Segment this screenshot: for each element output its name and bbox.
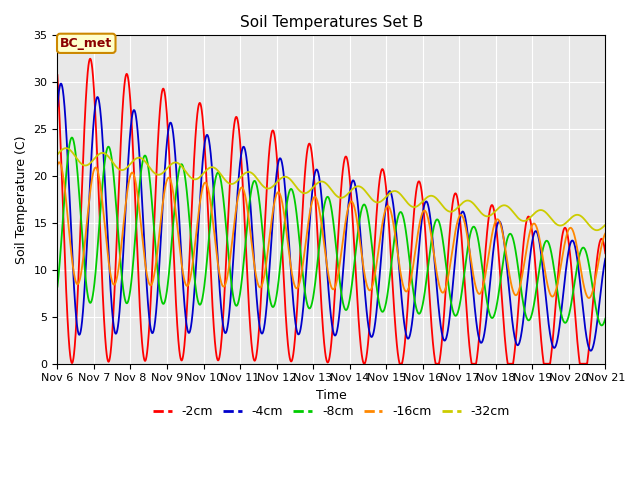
Legend: -2cm, -4cm, -8cm, -16cm, -32cm: -2cm, -4cm, -8cm, -16cm, -32cm — [148, 400, 515, 423]
Title: Soil Temperatures Set B: Soil Temperatures Set B — [240, 15, 423, 30]
Text: BC_met: BC_met — [60, 37, 113, 50]
X-axis label: Time: Time — [316, 389, 347, 402]
Y-axis label: Soil Temperature (C): Soil Temperature (C) — [15, 135, 28, 264]
